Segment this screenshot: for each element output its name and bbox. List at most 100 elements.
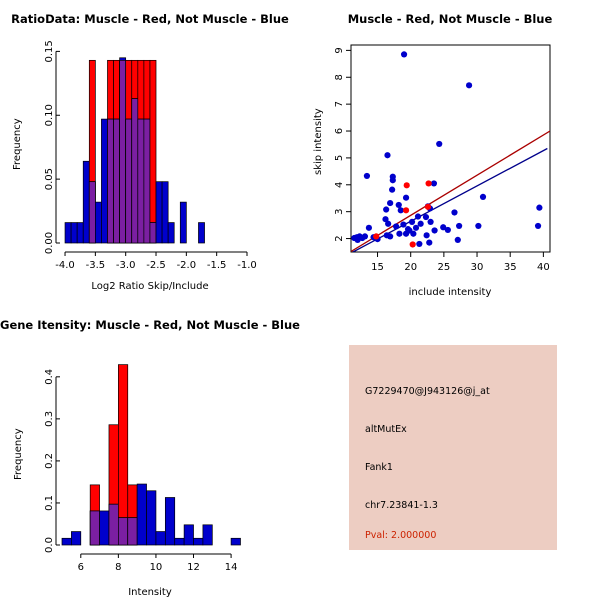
y-tick-label: 3	[334, 208, 345, 214]
annotation-locus: chr7.23841-1.3	[365, 500, 438, 511]
hist-bin	[82, 160, 90, 244]
scatter-point-not-muscle	[406, 227, 413, 234]
hist-bar-not-muscle	[76, 222, 84, 244]
plot-frame	[350, 44, 551, 253]
scatter-point-not-muscle	[400, 221, 407, 228]
hist-bin	[89, 484, 100, 546]
hist-bin	[125, 59, 133, 244]
x-tick-label: 12	[187, 562, 200, 573]
hist-bin	[198, 222, 205, 244]
gene-histogram-plot: 0.0 0.1 0.2 0.3 0.4 6 8 10 12 14	[44, 364, 241, 573]
x-tick-label: 14	[225, 562, 238, 573]
ratio-histogram-plot: 0.00 0.05 0.10 0.15 -4.0 -3.5 -3.0 -2.5 -2.0 -1.5…	[44, 40, 257, 271]
hist-bin	[161, 181, 169, 244]
hist-bin	[127, 484, 138, 546]
scatter-point-not-muscle	[475, 222, 482, 230]
hist-bin	[136, 483, 147, 546]
scatter-content	[351, 51, 550, 252]
hist-bin	[107, 59, 114, 244]
gene-histogram-xlabel: Intensity	[128, 587, 172, 598]
scatter-point-not-muscle	[456, 222, 463, 230]
scatter-point-not-muscle	[454, 236, 461, 244]
hist-bar-not-muscle	[167, 222, 175, 244]
hist-bar-not-muscle	[202, 524, 213, 546]
x-tick-label: 25	[437, 262, 450, 273]
scatter-point-not-muscle	[384, 152, 391, 159]
hist-bar-overlap	[143, 118, 151, 244]
scatter-xlabel: include intensity	[408, 287, 492, 298]
scatter-point-muscle	[373, 233, 380, 240]
x-tick-label: 40	[537, 262, 550, 273]
scatter-point-muscle	[425, 180, 432, 187]
scatter-point-not-muscle	[412, 224, 420, 231]
hist-bar-not-muscle	[61, 537, 72, 546]
hist-bin	[155, 181, 163, 244]
panel-ratio-histogram: RatioData: Muscle - Red, Not Muscle - Bl…	[0, 0, 300, 300]
y-tick-label: 6	[334, 128, 345, 134]
hist-bar-not-muscle	[101, 118, 108, 244]
y-tick-label: 0.15	[44, 40, 55, 62]
hist-bin	[137, 59, 145, 244]
hist-bar-overlap	[125, 118, 133, 244]
hist-bin	[101, 118, 108, 244]
annotation-gene-symbol: Fank1	[365, 462, 393, 473]
scatter-point-not-muscle	[387, 233, 394, 240]
x-tick-label: 30	[471, 262, 484, 273]
scatter-point-not-muscle	[354, 236, 361, 244]
x-tick-label: 35	[504, 262, 517, 273]
y-tick-label: 0.3	[44, 411, 55, 427]
x-tick-label: -2.0	[177, 260, 197, 271]
scatter-point-muscle	[403, 182, 410, 189]
scatter-point-not-muscle	[400, 51, 408, 58]
scatter-point-not-muscle	[385, 220, 392, 227]
hist-bar-not-muscle	[193, 537, 204, 546]
hist-bin	[71, 531, 82, 546]
scatter-title: Muscle - Red, Not Muscle - Blue	[347, 12, 553, 26]
hist-bar-not-muscle	[155, 531, 166, 546]
annotation-probe-id: G7229470@J943126@j_at	[365, 386, 490, 397]
scatter-point-not-muscle	[389, 177, 396, 184]
scatter-point-not-muscle	[402, 194, 410, 201]
x-tick-label: -1.5	[207, 260, 227, 271]
x-tick-label: 10	[150, 562, 163, 573]
hist-bin	[99, 510, 110, 546]
scatter-point-not-muscle	[451, 209, 458, 216]
scatter-point-not-muscle	[361, 233, 369, 240]
ratio-histogram-title: RatioData: Muscle - Red, Not Muscle - Bl…	[11, 12, 289, 26]
hist-bar-not-muscle	[164, 497, 176, 546]
hist-bar-not-muscle	[64, 222, 72, 244]
y-tick-label: 0.1	[44, 495, 55, 511]
scatter-point-not-muscle	[427, 218, 434, 225]
y-tick-label: 0.00	[44, 232, 55, 254]
hist-bar-overlap	[108, 503, 119, 546]
scatter-point-not-muscle	[440, 224, 447, 231]
scatter-point-muscle	[402, 207, 410, 214]
y-tick-label: 9	[334, 47, 345, 53]
hist-bar-overlap	[149, 222, 157, 244]
panel-gene-annotation: G7229470@J943126@j_at altMutEx Fank1 chr…	[300, 300, 600, 600]
hist-bar-not-muscle	[179, 201, 187, 244]
y-tick-label: 5	[334, 155, 345, 161]
panel-intensity-scatter: Muscle - Red, Not Muscle - Blue 2 3 4 5 6 7 8 9…	[300, 0, 600, 300]
regression-line	[352, 147, 548, 252]
hist-bar-not-muscle	[230, 537, 241, 546]
hist-bar-not-muscle	[183, 524, 194, 546]
x-tick-label: 6	[78, 562, 84, 573]
y-tick-label: 0.2	[44, 453, 55, 469]
scatter-point-not-muscle	[479, 193, 487, 200]
scatter-point-not-muscle	[382, 216, 389, 223]
hist-bar-overlap	[107, 118, 114, 244]
hist-bar-overlap	[88, 181, 96, 244]
regression-line	[351, 130, 550, 252]
hist-bin	[146, 490, 157, 546]
scatter-point-not-muscle	[417, 220, 424, 227]
hist-bar-not-muscle	[136, 483, 147, 546]
scatter-ylabel: skip intensity	[313, 108, 324, 175]
hist-bar-not-muscle	[70, 222, 78, 244]
x-tick-label: -2.5	[146, 260, 166, 271]
scatter-point-not-muscle	[422, 213, 430, 221]
hist-bar-not-muscle	[155, 181, 163, 244]
hist-bar-not-muscle	[161, 181, 169, 244]
hist-bin	[202, 524, 213, 546]
y-tick-label: 0.10	[44, 104, 55, 126]
